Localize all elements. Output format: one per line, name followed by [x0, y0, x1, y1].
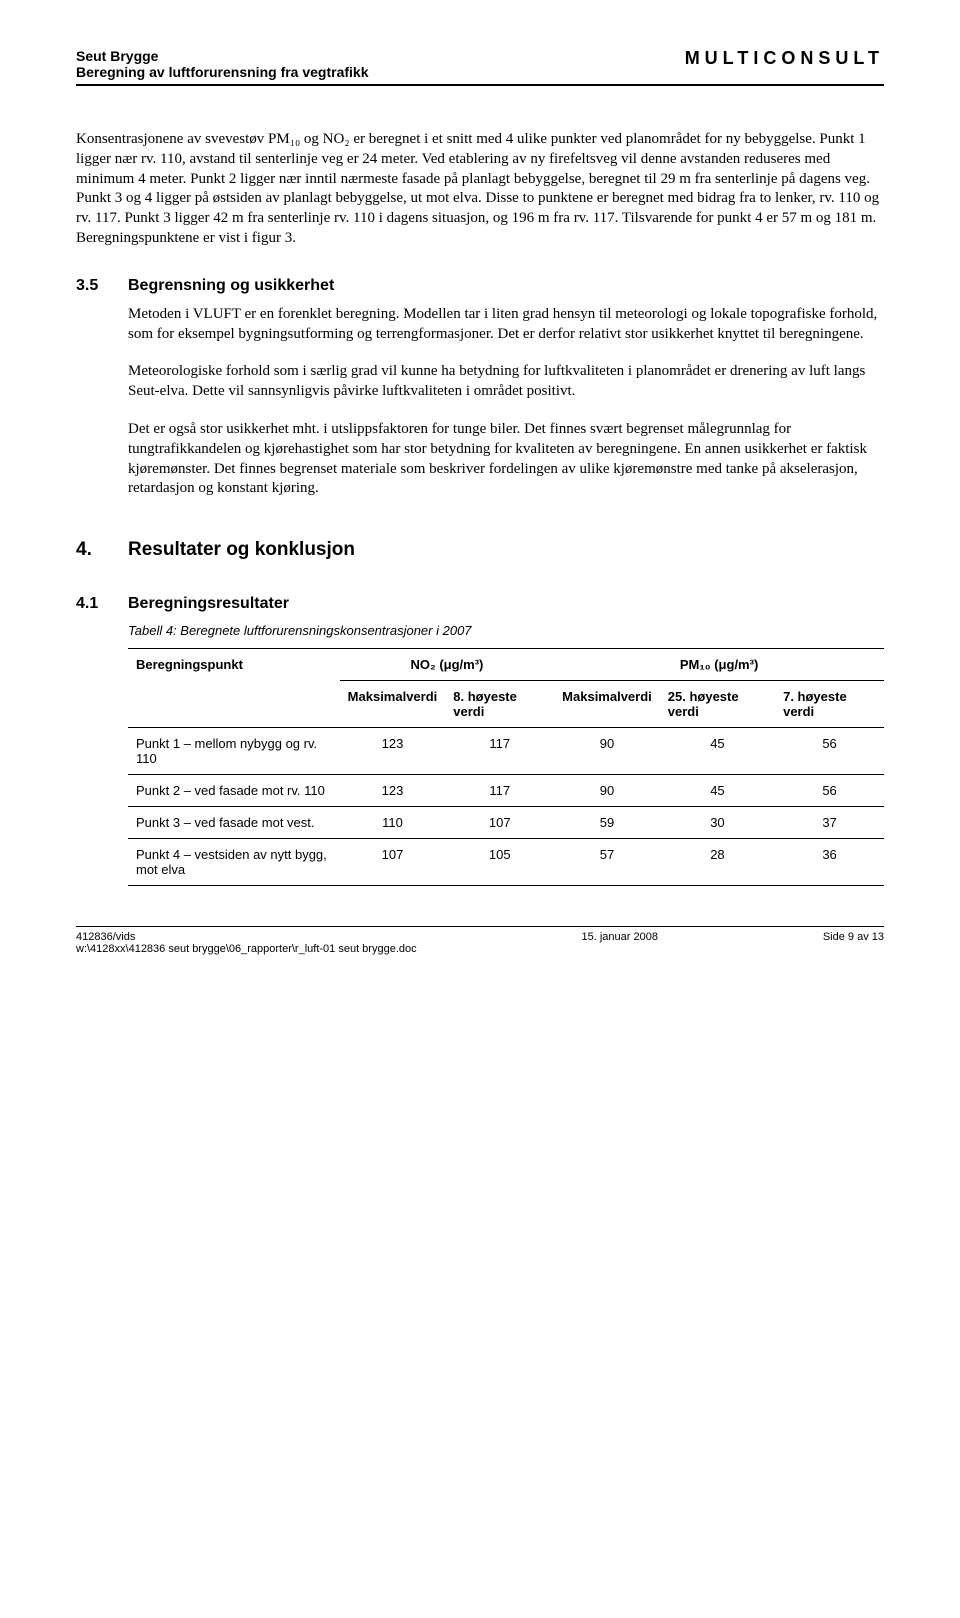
section-4-1-body: Tabell 4: Beregnete luftforurensningskon…	[128, 623, 884, 886]
intro-paragraph: Konsentrasjonene av svevestøv PM₁₀ og NO…	[76, 130, 884, 249]
row-label: Punkt 3 – ved fasade mot vest.	[128, 807, 340, 839]
row-val: 45	[660, 728, 775, 775]
page-footer: 412836/vids w:\4128xx\412836 seut brygge…	[76, 926, 884, 955]
row-val: 56	[775, 728, 884, 775]
row-val: 123	[340, 775, 446, 807]
section-3-5-heading: 3.5 Begrensning og usikkerhet	[76, 277, 884, 295]
col-point: Beregningspunkt	[128, 649, 340, 728]
footer-page: Side 9 av 13	[823, 931, 884, 955]
sub-8h: 8. høyeste verdi	[445, 681, 554, 728]
section-3-5-body: Metoden i VLUFT er en forenklet beregnin…	[128, 305, 884, 499]
col-pm10: PM₁₀ (μg/m³)	[554, 649, 884, 681]
row-val: 57	[554, 839, 660, 886]
doc-subtitle: Beregning av luftforurensning fra vegtra…	[76, 64, 369, 80]
table-row: Punkt 2 – ved fasade mot rv. 110 123 117…	[128, 775, 884, 807]
header-left: Seut Brygge Beregning av luftforurensnin…	[76, 48, 369, 80]
section-number: 4.1	[76, 595, 128, 613]
row-val: 117	[445, 775, 554, 807]
section-4-1-heading: 4.1 Beregningsresultater	[76, 595, 884, 613]
section-4-heading: 4. Resultater og konklusjon	[76, 539, 884, 561]
page-header: Seut Brygge Beregning av luftforurensnin…	[76, 48, 884, 86]
row-val: 117	[445, 728, 554, 775]
results-table: Beregningspunkt NO₂ (μg/m³) PM₁₀ (μg/m³)…	[128, 648, 884, 886]
sub-25h: 25. høyeste verdi	[660, 681, 775, 728]
section-title: Begrensning og usikkerhet	[128, 277, 334, 295]
sub-max-1: Maksimalverdi	[340, 681, 446, 728]
footer-path: w:\4128xx\412836 seut brygge\06_rapporte…	[76, 943, 417, 955]
row-label: Punkt 1 – mellom nybygg og rv. 110	[128, 728, 340, 775]
table-header-row-1: Beregningspunkt NO₂ (μg/m³) PM₁₀ (μg/m³)	[128, 649, 884, 681]
table-row: Punkt 4 – vestsiden av nytt bygg, mot el…	[128, 839, 884, 886]
row-val: 90	[554, 728, 660, 775]
section-number: 4.	[76, 539, 128, 561]
footer-id: 412836/vids	[76, 931, 417, 943]
row-val: 90	[554, 775, 660, 807]
row-val: 123	[340, 728, 446, 775]
row-val: 59	[554, 807, 660, 839]
row-label: Punkt 4 – vestsiden av nytt bygg, mot el…	[128, 839, 340, 886]
row-val: 37	[775, 807, 884, 839]
row-val: 56	[775, 775, 884, 807]
table-row: Punkt 1 – mellom nybygg og rv. 110 123 1…	[128, 728, 884, 775]
footer-date: 15. januar 2008	[582, 931, 658, 955]
sub-max-2: Maksimalverdi	[554, 681, 660, 728]
doc-title: Seut Brygge	[76, 48, 369, 64]
row-val: 107	[445, 807, 554, 839]
sub-7h: 7. høyeste verdi	[775, 681, 884, 728]
sec35-p2: Meteorologiske forhold som i særlig grad…	[128, 362, 884, 402]
section-number: 3.5	[76, 277, 128, 295]
row-val: 105	[445, 839, 554, 886]
table-row: Punkt 3 – ved fasade mot vest. 110 107 5…	[128, 807, 884, 839]
row-label: Punkt 2 – ved fasade mot rv. 110	[128, 775, 340, 807]
table-caption: Tabell 4: Beregnete luftforurensningskon…	[128, 623, 884, 638]
row-val: 107	[340, 839, 446, 886]
section-title: Beregningsresultater	[128, 595, 289, 613]
row-val: 45	[660, 775, 775, 807]
footer-left: 412836/vids w:\4128xx\412836 seut brygge…	[76, 931, 417, 955]
row-val: 36	[775, 839, 884, 886]
sec35-p1: Metoden i VLUFT er en forenklet beregnin…	[128, 305, 884, 345]
row-val: 28	[660, 839, 775, 886]
col-no2: NO₂ (μg/m³)	[340, 649, 555, 681]
row-val: 110	[340, 807, 446, 839]
row-val: 30	[660, 807, 775, 839]
section-title: Resultater og konklusjon	[128, 539, 355, 561]
company-name: MULTICONSULT	[685, 48, 884, 69]
sec35-p3: Det er også stor usikkerhet mht. i utsli…	[128, 420, 884, 499]
